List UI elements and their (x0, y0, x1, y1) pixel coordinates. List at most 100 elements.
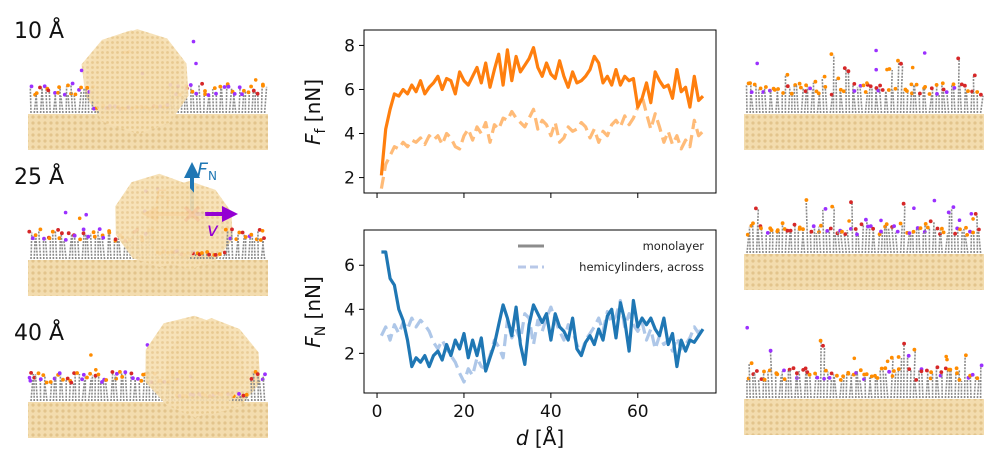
surfactant-chain (943, 91, 945, 114)
headgroup (899, 62, 903, 66)
surfactant-chain (55, 231, 56, 259)
free-ion (847, 219, 851, 223)
surfactant-chain (91, 233, 92, 259)
surfactant-chain (64, 241, 66, 259)
surfactant-chain (31, 233, 32, 259)
headgroup (214, 92, 218, 96)
headgroup (191, 90, 195, 94)
x-tick-label: 0 (372, 402, 383, 422)
headgroup (965, 233, 969, 237)
y-tick-label: 6 (344, 80, 355, 100)
headgroup (194, 92, 198, 96)
headgroup (894, 87, 898, 91)
surfactant-chain (75, 374, 76, 401)
headgroup (60, 231, 64, 235)
headgroup (799, 86, 803, 90)
headgroup (86, 235, 90, 239)
surfactant-chain (220, 88, 221, 113)
headgroup (870, 375, 874, 379)
surfactant-chain (885, 91, 886, 113)
headgroup (46, 89, 50, 93)
surfactant-chain (61, 96, 63, 113)
surfactant-chain (825, 88, 827, 113)
surfactant-chain (50, 383, 51, 401)
surfactant-chain (44, 376, 45, 401)
surfactant-chain (61, 234, 63, 259)
headgroup (230, 228, 234, 232)
headgroup (31, 236, 35, 240)
headgroup (85, 86, 89, 90)
surfactant-chain (803, 230, 805, 253)
headgroup (75, 371, 79, 375)
surfactant-chain (102, 239, 104, 259)
surfactant-chain (977, 379, 979, 398)
surfactant-chain (771, 352, 773, 398)
headgroup (843, 66, 847, 70)
headgroup (242, 394, 246, 398)
headgroup (770, 228, 774, 232)
free-ion (80, 69, 84, 73)
surfactant-chain (961, 230, 962, 253)
substrate-slab (744, 399, 984, 435)
surfactant-chain (826, 232, 827, 253)
headgroup (864, 90, 868, 94)
headgroup (953, 232, 957, 236)
surfactant-chain (847, 230, 849, 253)
surfactant-chain (827, 372, 828, 398)
headgroup (935, 92, 939, 96)
free-ion (192, 40, 196, 44)
surfactant-chain (830, 96, 832, 113)
surfactant-chain (819, 94, 820, 113)
surfactant-chain (865, 93, 867, 113)
surfactant-chain (770, 90, 772, 113)
surfactant-chain (897, 62, 898, 113)
surfactant-chain (813, 83, 814, 113)
headgroup (830, 372, 834, 376)
surfactant-chain (801, 89, 803, 113)
x-tick-label: 20 (453, 402, 475, 422)
surfactant-chain (834, 377, 836, 398)
headgroup (813, 372, 817, 376)
surfactant-chain (892, 227, 894, 253)
surfactant-chain (53, 233, 54, 259)
headgroup (814, 80, 818, 84)
surfactant-chain (840, 381, 842, 398)
headgroup (947, 211, 951, 215)
headgroup (819, 339, 823, 343)
plot-frame (364, 30, 716, 193)
surfactant-chain (954, 89, 955, 113)
headgroup (51, 230, 55, 234)
headgroup (974, 212, 978, 216)
headgroup (907, 354, 911, 358)
headgroup (93, 235, 97, 239)
headgroup (975, 376, 979, 380)
headgroup (247, 90, 251, 94)
surfactant-chain (928, 379, 929, 398)
free-ion (755, 62, 759, 66)
surfactant-chain (958, 229, 959, 253)
surfactant-chain (910, 234, 911, 253)
surfactant-chain (747, 236, 749, 253)
headgroup (207, 93, 211, 97)
surfactant-chain (964, 229, 965, 253)
headgroup (783, 377, 787, 381)
headgroup (200, 251, 204, 255)
headgroup (203, 92, 207, 96)
surfactant-chain (822, 78, 824, 113)
headgroup (88, 372, 92, 376)
surfactant-chain (238, 234, 239, 260)
surfactant-chain (60, 374, 61, 401)
surfactant-chain (965, 356, 966, 398)
surfactant-chain (234, 95, 236, 113)
surfactant-chain (769, 92, 770, 113)
headgroup (750, 361, 754, 365)
surfactant-chain (226, 85, 227, 113)
surfactant-chain (947, 93, 949, 113)
headgroup (798, 82, 802, 86)
surfactant-chain (759, 89, 760, 113)
headgroup (39, 228, 43, 232)
free-ion (94, 368, 98, 372)
surfactant-chain (958, 59, 959, 113)
